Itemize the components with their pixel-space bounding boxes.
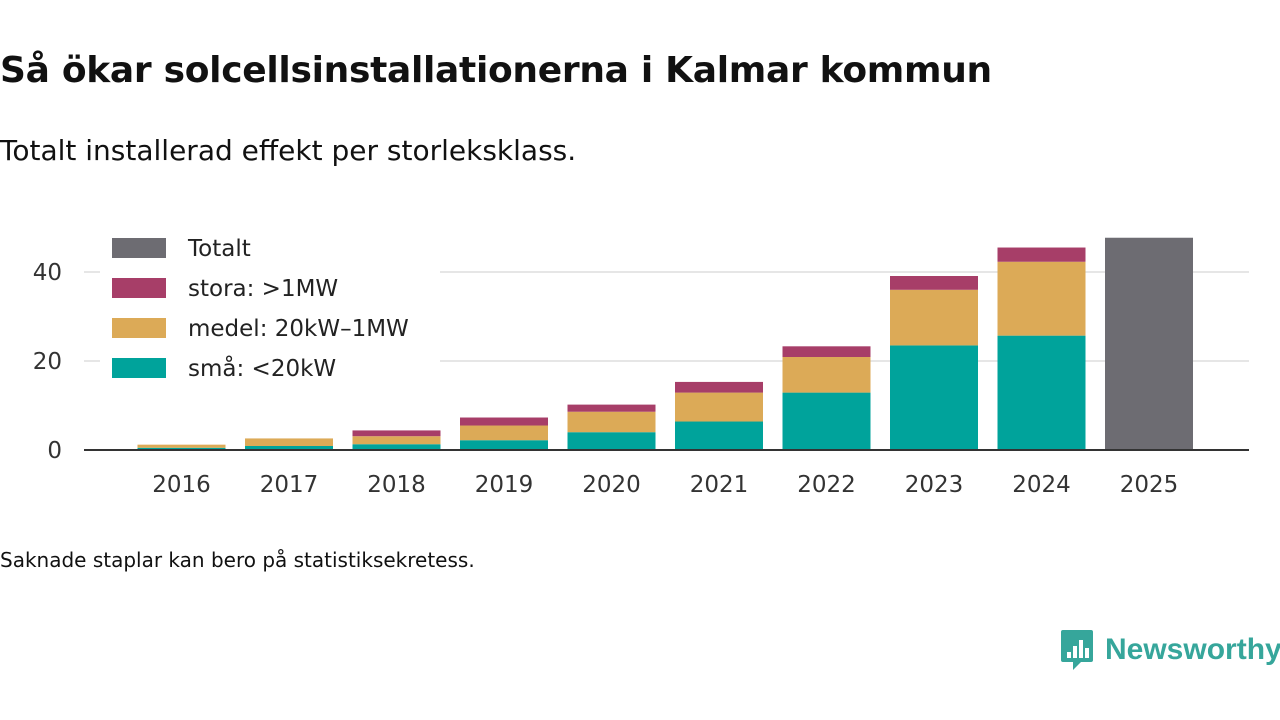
x-tick-label: 2021 [690,472,749,498]
bar-medium-2019 [460,425,548,441]
bar-large-2022 [782,346,871,357]
bar-small-2016 [137,447,226,450]
bar-large-2021 [675,381,763,393]
axes: 0 20 40 2016 2017 2018 2019 2020 2021 2022 2023 202… [33,260,1249,498]
bars [137,237,1193,450]
bar-large-2024 [997,247,1086,262]
legend-swatch-medium [112,318,166,338]
bar-small-2021 [675,421,763,450]
bar-large-2020 [567,404,656,412]
bar-medium-2021 [675,392,763,422]
x-tick-label: 2024 [1012,472,1071,498]
bar-large-2023 [890,276,978,290]
y-tick-label: 0 [47,438,62,464]
x-tick-label: 2022 [797,472,856,498]
x-tick-label: 2018 [367,472,426,498]
bar-large-2019 [460,417,548,426]
x-tick-label: 2020 [582,472,641,498]
bar-medium-2016 [137,444,226,448]
x-tick-label: 2025 [1120,472,1179,498]
bar-small-2022 [782,392,871,450]
bar-small-2023 [890,345,978,450]
bar-small-2024 [997,335,1086,450]
legend-label-small: små: <20kW [188,354,336,382]
bar-medium-2024 [997,261,1086,336]
bar-medium-2022 [782,356,871,393]
newsworthy-logo-icon [1061,630,1093,670]
x-tick-label: 2023 [905,472,964,498]
bar-medium-2017 [245,438,333,446]
x-tick-label: 2016 [152,472,211,498]
x-tick-label: 2019 [475,472,534,498]
legend: Totalt stora: >1MW medel: 20kW–1MW små: <20… [100,228,440,388]
bar-small-2018 [352,444,441,450]
bar-total-2025 [1105,237,1193,450]
bar-medium-2020 [567,411,656,433]
legend-swatch-small [112,358,166,378]
brand-name: Newsworthy [1105,633,1280,666]
legend-label-total: Totalt [187,236,251,262]
y-tick-label: 40 [33,260,62,286]
y-tick-label: 20 [33,349,62,375]
legend-label-large: stora: >1MW [188,276,338,302]
footnote: Saknade staplar kan bero på statistiksek… [0,548,475,572]
x-tick-label: 2017 [260,472,319,498]
chart-title: Så ökar solcellsinstallationerna i Kalma… [0,50,992,91]
bar-small-2017 [245,445,333,450]
legend-swatch-large [112,278,166,298]
bar-small-2020 [567,432,656,450]
legend-label-medium: medel: 20kW–1MW [188,316,409,342]
bar-medium-2023 [890,289,978,346]
bar-medium-2018 [352,436,441,445]
bar-large-2018 [352,430,441,437]
bar-small-2019 [460,440,548,450]
newsworthy-brand: Newsworthy [1059,628,1280,672]
chart-subtitle: Totalt installerad effekt per storlekskl… [0,134,577,167]
legend-swatch-total [112,238,166,258]
